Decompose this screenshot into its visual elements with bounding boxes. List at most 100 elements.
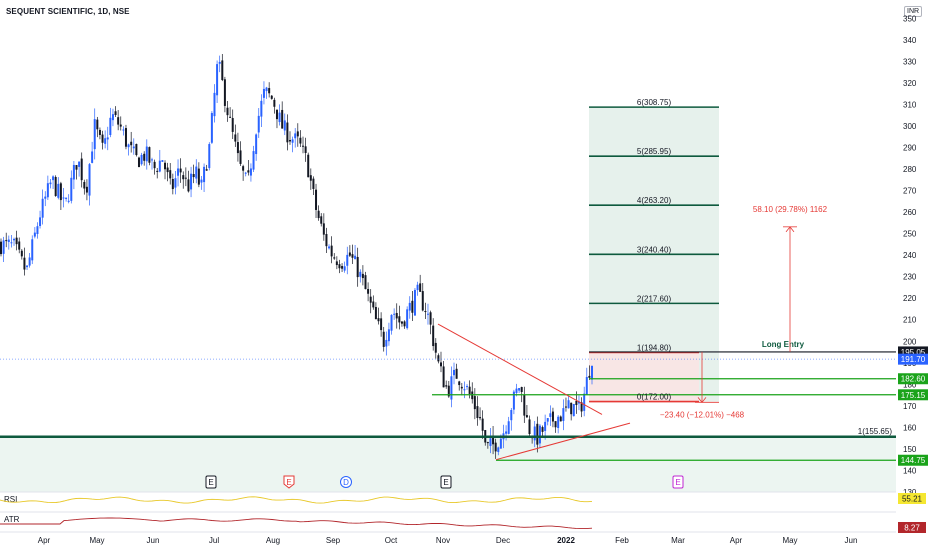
x-tick-label: May xyxy=(89,536,104,545)
candle-body xyxy=(536,423,539,445)
candle-body xyxy=(570,402,573,415)
candle-body xyxy=(127,144,130,148)
price-axis-badge[interactable] xyxy=(898,353,928,365)
candle-body xyxy=(505,431,508,434)
candle-body xyxy=(72,164,75,180)
candle-body xyxy=(203,166,206,183)
candle-body xyxy=(244,172,247,174)
price-axis-badge[interactable] xyxy=(898,373,928,385)
candle-body xyxy=(151,159,154,161)
event-marker[interactable]: E xyxy=(672,475,684,489)
candle-body xyxy=(525,415,528,418)
candle-body xyxy=(156,170,159,172)
candle-body xyxy=(275,109,278,120)
candle-body xyxy=(567,400,570,409)
candle-body xyxy=(93,119,96,150)
candle-body xyxy=(413,289,416,316)
candle-body xyxy=(10,242,13,244)
candle-body xyxy=(580,402,583,412)
candle-body xyxy=(171,178,174,190)
candle-body xyxy=(499,438,502,449)
candle-body xyxy=(54,176,57,196)
candle-body xyxy=(330,245,333,257)
candle-body xyxy=(33,232,36,237)
candle-body xyxy=(572,403,575,417)
candle-body xyxy=(541,427,544,432)
candle-body xyxy=(26,265,29,268)
candle-body xyxy=(96,119,99,130)
candle-body xyxy=(65,197,68,199)
fib-level-label: 5(285.95) xyxy=(637,147,672,156)
event-marker[interactable]: E xyxy=(440,475,452,489)
candle-body xyxy=(439,362,442,367)
candle-body xyxy=(455,368,458,379)
event-marker[interactable]: D xyxy=(340,476,352,488)
candle-body xyxy=(166,167,169,173)
candle-body xyxy=(299,137,302,144)
earnings-marker-icon xyxy=(440,475,452,489)
candle-body xyxy=(80,158,83,181)
x-tick-label: Jun xyxy=(147,536,160,545)
candle-body xyxy=(476,406,479,419)
measure-down-arrow xyxy=(697,397,707,403)
candle-body xyxy=(205,169,208,171)
candle-body xyxy=(591,365,593,380)
x-tick-label: 2022 xyxy=(557,536,575,545)
candle-body xyxy=(328,246,331,249)
candle-body xyxy=(13,238,16,241)
x-tick-label: Apr xyxy=(38,536,51,545)
y-tick-label: 210 xyxy=(903,316,917,325)
candle-body xyxy=(450,376,453,400)
y-tick-label: 340 xyxy=(903,36,917,45)
candle-body xyxy=(551,411,554,422)
triangle-lower-line[interactable] xyxy=(495,422,631,461)
candle-body xyxy=(351,254,354,258)
candle-body xyxy=(177,168,180,176)
candle-body xyxy=(528,419,531,435)
candle-body xyxy=(520,387,523,393)
price-axis-badge[interactable] xyxy=(898,346,928,358)
price-axis-badge[interactable] xyxy=(898,389,928,401)
candle-body xyxy=(460,386,463,389)
triangle-upper-line[interactable] xyxy=(437,323,603,415)
candle-body xyxy=(585,377,588,395)
candle-body xyxy=(5,240,8,242)
rsi-line xyxy=(0,496,593,504)
candle-body xyxy=(124,128,127,147)
candle-body xyxy=(130,141,133,146)
candle-body xyxy=(385,339,388,347)
candle-body xyxy=(132,146,135,149)
event-marker-label: D xyxy=(343,478,349,487)
currency-label[interactable]: INR xyxy=(904,6,923,17)
y-tick-label: 200 xyxy=(903,337,917,346)
y-tick-label: 310 xyxy=(903,100,917,109)
candle-body xyxy=(406,309,409,329)
candle-body xyxy=(559,416,562,422)
y-tick-label: 140 xyxy=(903,466,917,475)
candle-body xyxy=(479,417,482,419)
candle-body xyxy=(143,153,146,161)
candle-body xyxy=(169,170,172,179)
y-tick-label: 160 xyxy=(903,423,917,432)
candle-body xyxy=(546,418,549,422)
measure-up-label: 58.10 (29.78%) 1162 xyxy=(753,205,828,214)
candle-body xyxy=(52,176,55,181)
price-axis-badge[interactable] xyxy=(898,454,928,466)
candle-body xyxy=(137,157,140,168)
candle-body xyxy=(453,369,456,376)
event-marker[interactable]: E xyxy=(283,475,295,489)
candle-body xyxy=(114,111,117,116)
y-tick-label: 240 xyxy=(903,251,917,260)
candle-body xyxy=(135,143,138,156)
candle-body xyxy=(466,386,469,388)
event-marker[interactable]: E xyxy=(205,475,217,489)
candle-body xyxy=(98,129,101,135)
candle-body xyxy=(218,61,221,64)
candle-body xyxy=(408,302,411,311)
candle-body xyxy=(257,115,260,133)
y-tick-label: 320 xyxy=(903,79,917,88)
candle-body xyxy=(320,216,323,224)
candle-body xyxy=(70,177,73,201)
long-entry-label: Long Entry xyxy=(762,340,805,349)
